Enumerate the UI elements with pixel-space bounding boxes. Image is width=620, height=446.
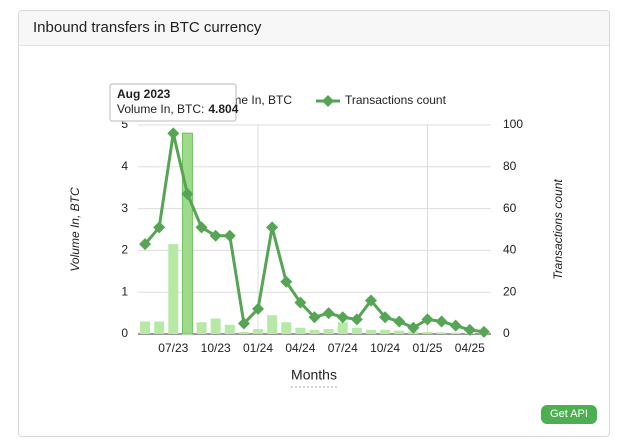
y2-tick-label: 80 (503, 159, 517, 173)
point (308, 311, 321, 324)
point (336, 311, 349, 324)
point (237, 317, 250, 330)
point (280, 275, 293, 288)
y-tick-label: 0 (121, 326, 128, 340)
point (393, 315, 406, 328)
x-tick-label: 04/25 (455, 341, 485, 355)
point (322, 307, 335, 320)
x-tick-label: 04/24 (285, 341, 315, 355)
point (209, 229, 222, 242)
bar (196, 322, 207, 334)
y2-tick-label: 40 (503, 243, 517, 257)
bar (309, 329, 320, 334)
point (167, 127, 180, 140)
bar (436, 332, 447, 334)
y2-tick-label: 60 (503, 201, 517, 215)
bar (181, 132, 193, 335)
get-api-button[interactable]: Get API (541, 405, 597, 424)
point (294, 296, 307, 309)
point (195, 221, 208, 234)
point (350, 313, 363, 326)
bar (238, 331, 249, 334)
x-tick-label: 10/24 (370, 341, 400, 355)
bar (450, 332, 461, 334)
point (435, 315, 448, 328)
point (477, 325, 490, 338)
bar (140, 321, 151, 334)
point (266, 221, 279, 234)
card-title: Inbound transfers in BTC currency (19, 11, 609, 46)
point (379, 311, 392, 324)
y-tick-label: 1 (121, 284, 128, 298)
point (181, 187, 194, 200)
legend-swatch (322, 95, 334, 107)
point (421, 313, 434, 326)
bar (295, 327, 306, 334)
bar (394, 330, 405, 334)
bar (168, 244, 179, 334)
point (463, 323, 476, 336)
point (364, 294, 377, 307)
x-tick-label: 01/24 (243, 341, 273, 355)
legend-label: Transactions count (345, 93, 447, 107)
y2-tick-label: 0 (503, 326, 510, 340)
y-tick-label: 2 (121, 243, 128, 257)
point (139, 238, 152, 251)
bar (323, 328, 334, 334)
x-axis-title: Months (291, 367, 337, 383)
bar (422, 331, 433, 334)
x-tick-label: 10/23 (201, 341, 231, 355)
y2-tick-label: 20 (503, 284, 517, 298)
x-tick-label: 07/24 (328, 341, 358, 355)
point (223, 229, 236, 242)
tooltip-box (109, 83, 237, 122)
bar (253, 328, 264, 334)
tooltip-value: 4.804 (208, 102, 238, 116)
tooltip-label: Volume In, BTC: (117, 102, 204, 116)
y2-tick-label: 100 (503, 117, 523, 131)
card: Inbound transfers in BTC currency (18, 10, 610, 437)
point (449, 319, 462, 332)
bar (224, 324, 235, 334)
line (143, 133, 485, 334)
y-tick-label: 4 (121, 159, 128, 173)
y2-axis-title: Transactions count (551, 179, 565, 280)
bar (281, 322, 292, 334)
bar (154, 321, 165, 334)
tooltip-title: Aug 2023 (117, 87, 171, 101)
bar (267, 315, 278, 334)
y-tick-label: 5 (121, 117, 128, 131)
point (407, 321, 420, 334)
bar (365, 329, 376, 334)
x-tick-label: 07/23 (158, 341, 188, 355)
point (252, 302, 265, 315)
bar (380, 329, 391, 334)
point (153, 221, 166, 234)
y-axis-title: Volume In, BTC (68, 187, 82, 272)
bar (337, 322, 348, 334)
y-tick-label: 3 (121, 201, 128, 215)
bar (210, 318, 221, 334)
x-tick-label: 01/25 (412, 341, 442, 355)
bar (351, 327, 362, 334)
